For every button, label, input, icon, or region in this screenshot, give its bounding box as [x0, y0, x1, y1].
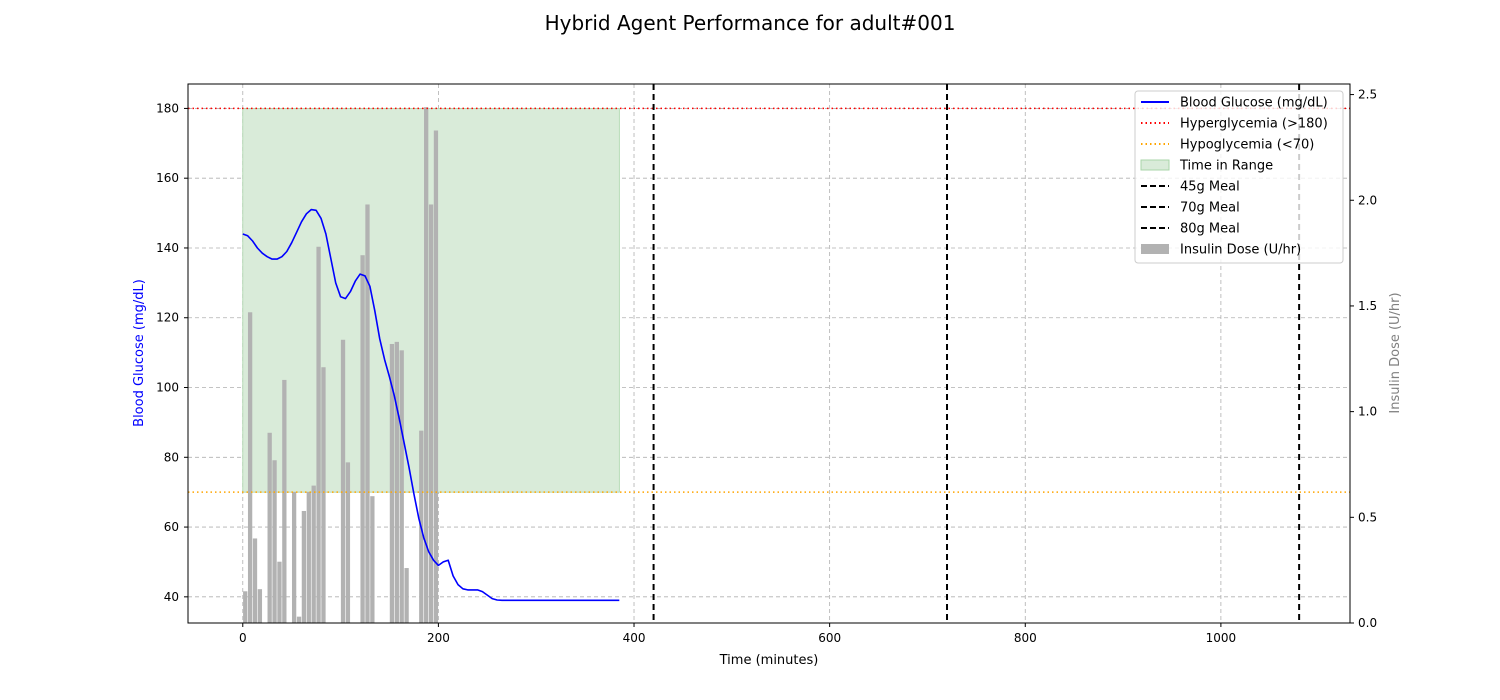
y-tick-label: 60 — [164, 520, 179, 534]
insulin-bar — [321, 367, 326, 623]
x-tick-label: 400 — [623, 631, 646, 645]
legend-box — [1134, 90, 1344, 264]
y-right-tick-label: 1.5 — [1358, 299, 1377, 313]
y-right-tick-label: 1.0 — [1358, 405, 1377, 419]
insulin-bar — [267, 432, 272, 623]
insulin-bar — [399, 350, 404, 623]
y-axis-ticks-right: 0.0 0.5 1.0 1.5 2.0 2.5 — [1350, 88, 1377, 630]
x-tick-label: 0 — [239, 631, 247, 645]
insulin-bar — [306, 491, 311, 623]
insulin-bar — [252, 538, 258, 623]
insulin-bar — [340, 339, 346, 623]
glucose-line-layer — [242, 208, 620, 602]
legend-label: Time in Range — [1179, 159, 1273, 174]
legend-item: Insulin Dose (U/hr) — [1141, 243, 1301, 258]
legend-item: 80g Meal — [1141, 222, 1240, 237]
insulin-bar — [272, 460, 277, 623]
y-tick-label: 140 — [156, 241, 179, 255]
y-tick-label: 180 — [156, 101, 179, 115]
insulin-bar — [311, 485, 316, 623]
legend-label: 70g Meal — [1180, 201, 1240, 216]
legend: Blood Glucose (mg/dL) Hyperglycemia (>180… — [1134, 90, 1344, 264]
legend-item: Time in Range — [1140, 159, 1273, 174]
y-right-tick-label: 2.0 — [1358, 193, 1377, 207]
insulin-bar — [433, 130, 439, 623]
y-tick-label: 100 — [156, 381, 179, 395]
insulin-bar — [370, 496, 375, 623]
x-axis-label: Time (minutes) — [719, 653, 819, 668]
legend-item: Blood Glucose (mg/dL) — [1141, 96, 1328, 111]
y-tick-label: 160 — [156, 171, 179, 185]
y-right-tick-label: 0.5 — [1358, 510, 1377, 524]
legend-label: Insulin Dose (U/hr) — [1180, 243, 1301, 258]
insulin-bar — [365, 204, 370, 623]
insulin-bar — [277, 561, 282, 623]
insulin-bar — [296, 616, 302, 623]
legend-swatch-range — [1140, 159, 1170, 171]
y-right-tick-label: 0.0 — [1358, 616, 1377, 630]
insulin-bar — [389, 343, 395, 623]
insulin-bar — [247, 312, 253, 623]
legend-label: Hypoglycemia (<70) — [1180, 138, 1314, 153]
insulin-bar — [428, 204, 434, 623]
x-axis-ticks: 0 200 400 600 800 1000 — [239, 623, 1236, 645]
legend-item: Hypoglycemia (<70) — [1141, 138, 1314, 153]
y-tick-label: 120 — [156, 311, 179, 325]
insulin-bar — [360, 255, 365, 623]
y-axis-ticks-left: 40 60 80 100 120 140 160 180 — [156, 101, 188, 604]
y-axis-label-right: Insulin Dose (U/hr) — [1388, 292, 1403, 413]
insulin-bar — [316, 246, 321, 623]
y-axis-label-left: Blood Glucose (mg/dL) — [132, 279, 147, 427]
insulin-bar — [404, 568, 409, 623]
insulin-bar — [257, 589, 263, 623]
insulin-bar — [394, 341, 399, 623]
x-tick-label: 1000 — [1206, 631, 1237, 645]
y-tick-label: 40 — [164, 590, 179, 604]
legend-label: Blood Glucose (mg/dL) — [1180, 96, 1328, 111]
plot-frame — [187, 83, 1351, 624]
insulin-bar — [345, 462, 351, 623]
insulin-bar — [282, 379, 287, 623]
legend-label: Hyperglycemia (>180) — [1180, 117, 1328, 132]
y-right-tick-label: 2.5 — [1358, 88, 1377, 102]
legend-item: 70g Meal — [1141, 201, 1240, 216]
y-tick-label: 80 — [164, 450, 179, 464]
insulin-bar — [424, 107, 429, 623]
legend-swatch-insulin — [1141, 244, 1169, 254]
x-tick-label: 200 — [427, 631, 450, 645]
legend-label: 80g Meal — [1180, 222, 1240, 237]
legend-label: 45g Meal — [1180, 180, 1240, 195]
insulin-bar — [291, 491, 297, 623]
insulin-bar — [301, 510, 307, 623]
x-tick-label: 800 — [1014, 631, 1037, 645]
blood-glucose-line — [242, 208, 620, 602]
legend-item: 45g Meal — [1141, 180, 1240, 195]
x-tick-label: 600 — [818, 631, 841, 645]
chart-title: Hybrid Agent Performance for adult#001 — [545, 11, 956, 35]
insulin-bar — [243, 591, 248, 623]
legend-item: Hyperglycemia (>180) — [1141, 117, 1328, 132]
